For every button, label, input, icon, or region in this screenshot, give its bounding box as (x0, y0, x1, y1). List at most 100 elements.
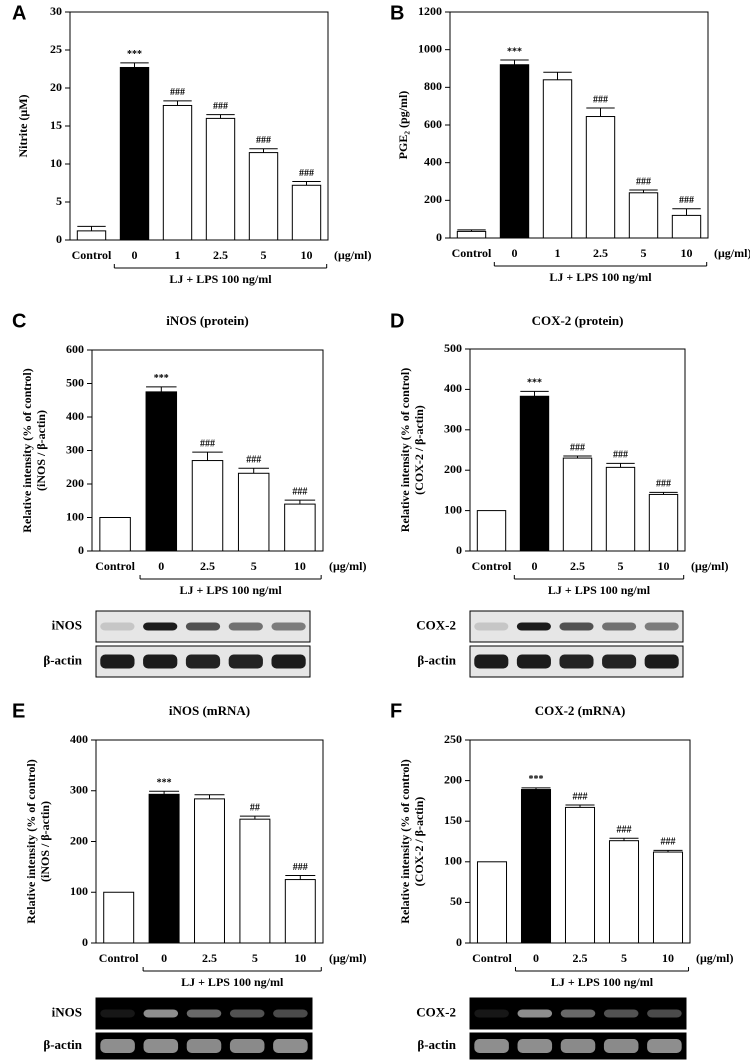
significance-label: ### (613, 450, 628, 461)
bar (519, 395, 550, 552)
x-tick-label: 10 (662, 951, 674, 965)
blot-band (647, 1039, 682, 1053)
x-tick-label: 2.5 (573, 951, 588, 965)
y-tick-label: 150 (444, 813, 462, 827)
y-axis-label: Relative intensity (% of control) (398, 368, 412, 532)
bar (520, 789, 552, 944)
x-tick-label: 1 (555, 246, 561, 260)
y-tick-label: 100 (444, 502, 462, 516)
significance-label: ### (573, 791, 588, 802)
blot-band (559, 622, 594, 631)
significance-label: ### (200, 438, 215, 449)
error-bar (163, 100, 192, 106)
y-tick-label: 0 (456, 543, 462, 557)
significance-label: *** (127, 49, 142, 60)
bar (291, 184, 322, 241)
error-bar (521, 787, 551, 790)
blot-label: β-actin (417, 1037, 456, 1052)
bar (562, 457, 593, 552)
significance-label: ### (679, 195, 694, 206)
bar (194, 798, 225, 944)
y-tick-label: 200 (424, 192, 442, 206)
x-tick-label: Control (72, 248, 112, 262)
blot-label: iNOS (52, 617, 82, 632)
panel-letter: D (390, 310, 404, 332)
group-label: LJ + LPS 100 ng/ml (181, 975, 284, 989)
blot-band (143, 654, 178, 669)
x-tick-label: 10 (681, 246, 693, 260)
y-tick-label: 400 (444, 381, 462, 395)
unit-label: (μg/ml) (334, 248, 371, 262)
error-bar (606, 462, 635, 468)
y-tick-label: 400 (66, 409, 84, 423)
error-bar (586, 107, 615, 117)
bar (648, 493, 679, 552)
panel-letter: A (12, 2, 26, 24)
x-tick-label: 10 (301, 248, 313, 262)
x-tick-label: 0 (158, 559, 164, 573)
bar (284, 879, 316, 944)
x-tick-label: Control (472, 951, 512, 965)
significance-label: ## (250, 802, 260, 813)
error-bar (672, 208, 701, 216)
bar (103, 891, 135, 944)
y-axis-label: Relative intensity (% of control) (24, 759, 38, 923)
group-label: LJ + LPS 100 ng/ml (169, 272, 272, 286)
y-tick-label: 0 (456, 935, 462, 949)
blot-band (644, 622, 679, 631)
bar (499, 64, 530, 239)
chart-title: iNOS (protein) (166, 313, 248, 328)
blot-strip (95, 997, 313, 1030)
x-tick-label: 2.5 (200, 559, 215, 573)
blot-band (143, 1009, 179, 1018)
y-tick-label: 500 (66, 375, 84, 389)
error-bar (194, 794, 225, 799)
x-tick-label: Control (95, 559, 135, 573)
blot-band (271, 654, 306, 669)
y-axis-label: (COX-2 / β-actin) (412, 797, 426, 887)
y-axis-label: PGE₂ (pg/ml) (396, 91, 410, 160)
y-axis-label: (iNOS / β-actin) (34, 410, 48, 491)
y-tick-label: 10 (50, 156, 62, 170)
blot-label: β-actin (417, 652, 456, 667)
panel-letter: F (390, 700, 402, 722)
blot-band (271, 622, 306, 631)
significance-label: ### (661, 837, 676, 848)
blot-band (185, 654, 221, 669)
blot-band (100, 1039, 135, 1053)
blot-band (603, 1009, 639, 1018)
blot-band (517, 1009, 553, 1018)
group-label: LJ + LPS 100 ng/ml (551, 975, 654, 989)
unit-label: (μg/ml) (696, 951, 733, 965)
blot-band (474, 654, 509, 669)
bar (248, 152, 279, 241)
y-tick-label: 0 (78, 543, 84, 557)
panel-letter: C (12, 310, 26, 332)
blot-band (143, 1039, 179, 1053)
y-tick-label: 30 (50, 4, 62, 18)
x-tick-label: Control (472, 559, 512, 573)
significance-label: ### (570, 442, 585, 453)
significance-label: ### (636, 176, 651, 187)
blot-band (559, 654, 594, 669)
error-bar (206, 114, 235, 119)
significance-label: ### (293, 862, 308, 873)
x-tick-label: 0 (132, 248, 138, 262)
x-tick-label: 10 (294, 951, 306, 965)
bar (476, 861, 508, 944)
bar (476, 510, 507, 552)
blot-band (602, 622, 637, 631)
y-tick-label: 200 (444, 772, 462, 786)
x-tick-label: 2.5 (570, 559, 585, 573)
bar (628, 192, 659, 239)
x-tick-label: Control (452, 246, 492, 260)
y-tick-label: 100 (444, 854, 462, 868)
bar (585, 116, 616, 239)
error-bar (77, 225, 106, 231)
group-label: LJ + LPS 100 ng/ml (180, 583, 283, 597)
bar (191, 460, 224, 552)
y-axis-label: Nitrite (μM) (16, 94, 30, 157)
y-tick-label: 25 (50, 42, 62, 56)
x-tick-label: 0 (532, 559, 538, 573)
bar (284, 503, 316, 552)
